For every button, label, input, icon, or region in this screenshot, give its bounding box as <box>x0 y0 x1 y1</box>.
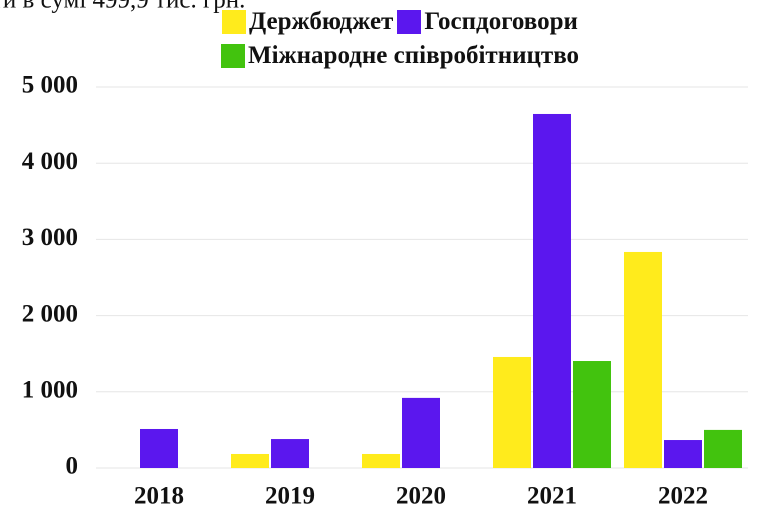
legend-item: Госпдоговори <box>397 8 578 36</box>
legend-label: Міжнародне співробітництво <box>247 42 580 69</box>
bar <box>140 428 178 468</box>
bar <box>533 113 571 469</box>
legend-label: Госпдоговори <box>424 8 578 35</box>
y-tick-label: 1 000 <box>22 377 78 404</box>
legend-item: Держбюджет <box>222 8 393 36</box>
bar <box>362 453 400 468</box>
legend: Держбюджет Госпдоговори Міжнародне співроб… <box>150 8 650 70</box>
x-tick-label: 2020 <box>396 483 446 510</box>
bar <box>271 439 309 468</box>
x-tick-label: 2021 <box>527 483 577 510</box>
legend-label: Держбюджет <box>249 8 394 35</box>
bar <box>624 251 662 468</box>
legend-swatch <box>397 10 422 34</box>
bar <box>664 440 702 468</box>
bar <box>402 397 440 468</box>
legend-swatch <box>220 44 245 68</box>
bar <box>704 429 742 468</box>
y-tick-label: 2 000 <box>22 300 78 327</box>
y-tick-label: 0 <box>66 453 79 480</box>
y-tick-label: 5 000 <box>22 72 78 99</box>
legend-item: Міжнародне співробітництво <box>220 42 580 70</box>
caption: ти в сумі 499,9 тис. грн. <box>0 0 245 14</box>
bar <box>231 453 269 468</box>
x-tick-label: 2018 <box>134 483 184 510</box>
x-tick-label: 2019 <box>265 483 315 510</box>
bar <box>493 356 531 468</box>
y-tick-label: 4 000 <box>22 148 78 175</box>
bar <box>573 361 611 468</box>
y-tick-label: 3 000 <box>22 224 78 251</box>
x-tick-label: 2022 <box>658 483 708 510</box>
legend-swatch <box>222 10 247 34</box>
